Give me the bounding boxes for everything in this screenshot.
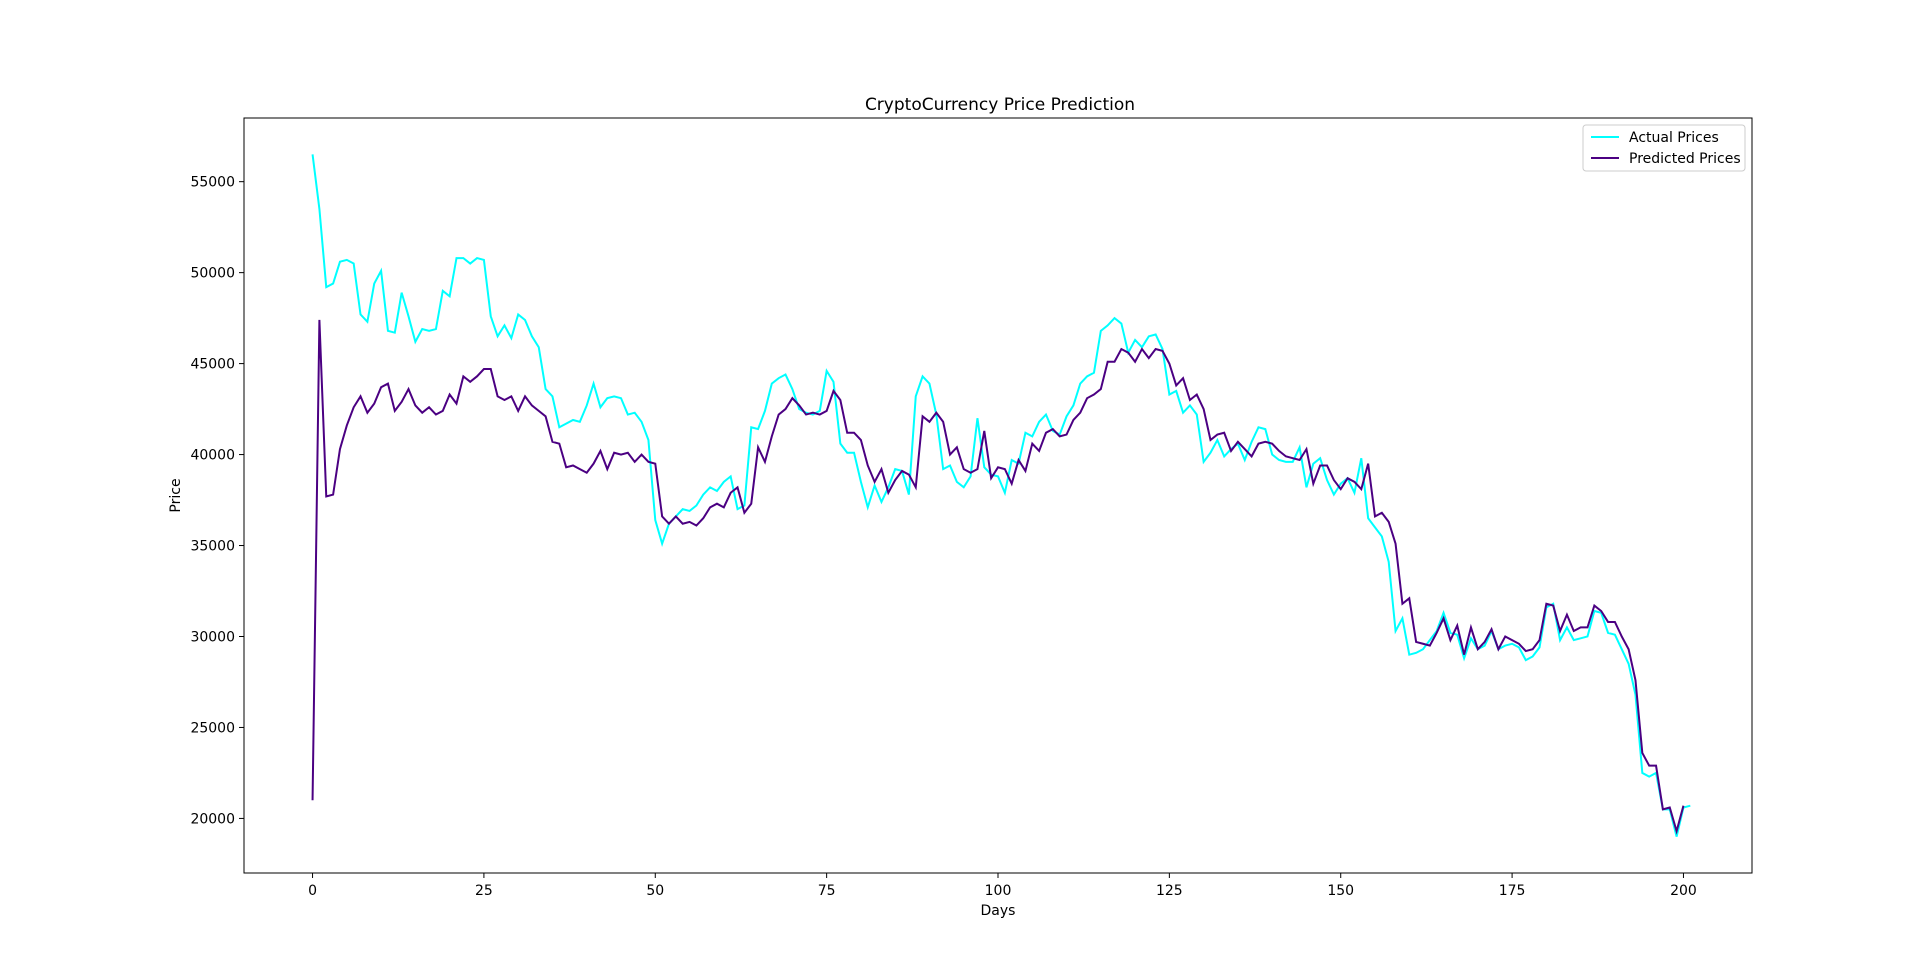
y-tick-label: 25000: [190, 720, 235, 736]
x-tick-label: 0: [308, 883, 317, 899]
legend-box: [1582, 124, 1746, 172]
y-tick-label: 50000: [190, 266, 235, 282]
plot-area: [311, 154, 1691, 837]
series-line-actual-prices: [311, 154, 1691, 837]
x-tick-label: 175: [1499, 883, 1526, 899]
x-tick-label: 50: [646, 883, 664, 899]
x-tick-label: 75: [818, 883, 836, 899]
y-tick-label: 55000: [190, 175, 235, 191]
x-axis-label: Days: [981, 903, 1016, 919]
legend: Actual Prices Predicted Prices: [1582, 124, 1746, 172]
legend-label-predicted-prices: Predicted Prices: [1629, 151, 1741, 167]
y-tick-label: 45000: [190, 357, 235, 373]
x-tick-label: 200: [1670, 883, 1697, 899]
series-line-predicted-prices: [311, 319, 1685, 835]
axes: 0 25 50 75 100 125 150 175 200 20000 25000 30000 350…: [190, 175, 1696, 899]
chart-title: CryptoCurrency Price Prediction: [865, 95, 1135, 115]
x-tick-label: 125: [1156, 883, 1183, 899]
y-tick-label: 40000: [190, 448, 235, 464]
y-tick-label: 30000: [190, 629, 235, 645]
x-tick-label: 25: [475, 883, 493, 899]
x-tick-label: 100: [985, 883, 1012, 899]
y-tick-label: 20000: [190, 811, 235, 827]
legend-label-actual-prices: Actual Prices: [1629, 130, 1719, 146]
plot-frame: [243, 117, 1753, 874]
y-axis-label: Price: [168, 478, 184, 512]
y-tick-label: 35000: [190, 539, 235, 555]
x-tick-label: 150: [1327, 883, 1354, 899]
